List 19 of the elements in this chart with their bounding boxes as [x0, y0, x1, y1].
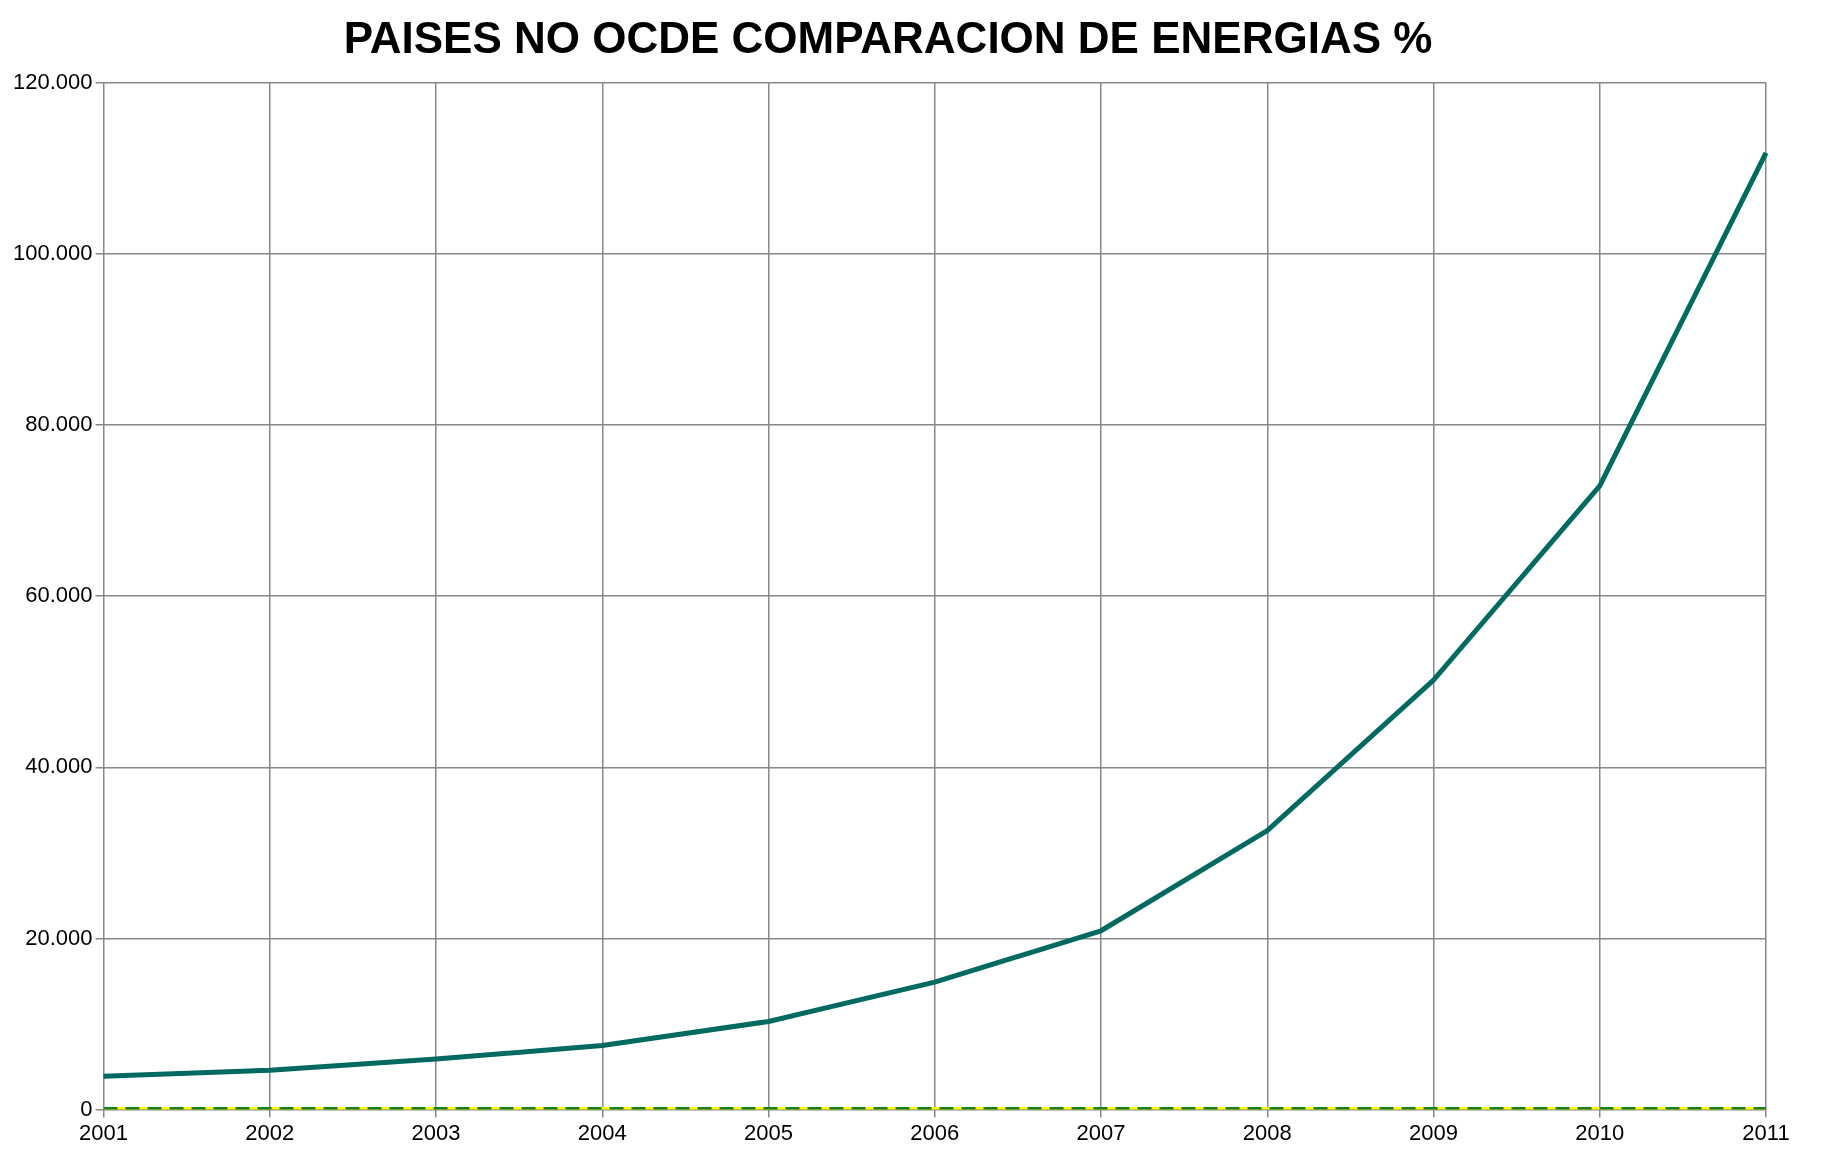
x-tick-label: 2005 [744, 1119, 793, 1145]
y-tick-label: 0 [80, 1095, 93, 1121]
y-tick-label: 20.000 [25, 924, 93, 950]
x-tick-label: 2004 [577, 1119, 627, 1145]
y-tick-label: 80.000 [25, 411, 93, 437]
chart-title: PAISES NO OCDE COMPARACION DE ENERGIAS % [343, 12, 1433, 62]
x-tick-label: 2008 [1242, 1119, 1292, 1145]
y-tick-label: 100.000 [12, 240, 93, 265]
x-tick-label: 2009 [1409, 1119, 1458, 1145]
x-tick-label: 2010 [1575, 1119, 1625, 1145]
x-tick-label: 2011 [1742, 1119, 1790, 1145]
y-tick-label: 40.000 [25, 753, 93, 779]
y-tick-label: 60.000 [25, 582, 93, 608]
x-tick-label: 2007 [1076, 1119, 1126, 1145]
x-tick-label: 2001 [79, 1119, 128, 1145]
x-tick-label: 2002 [245, 1119, 295, 1145]
x-tick-label: 2003 [411, 1119, 461, 1145]
y-tick-label: 120.000 [12, 68, 93, 94]
x-tick-label: 2006 [910, 1119, 960, 1145]
